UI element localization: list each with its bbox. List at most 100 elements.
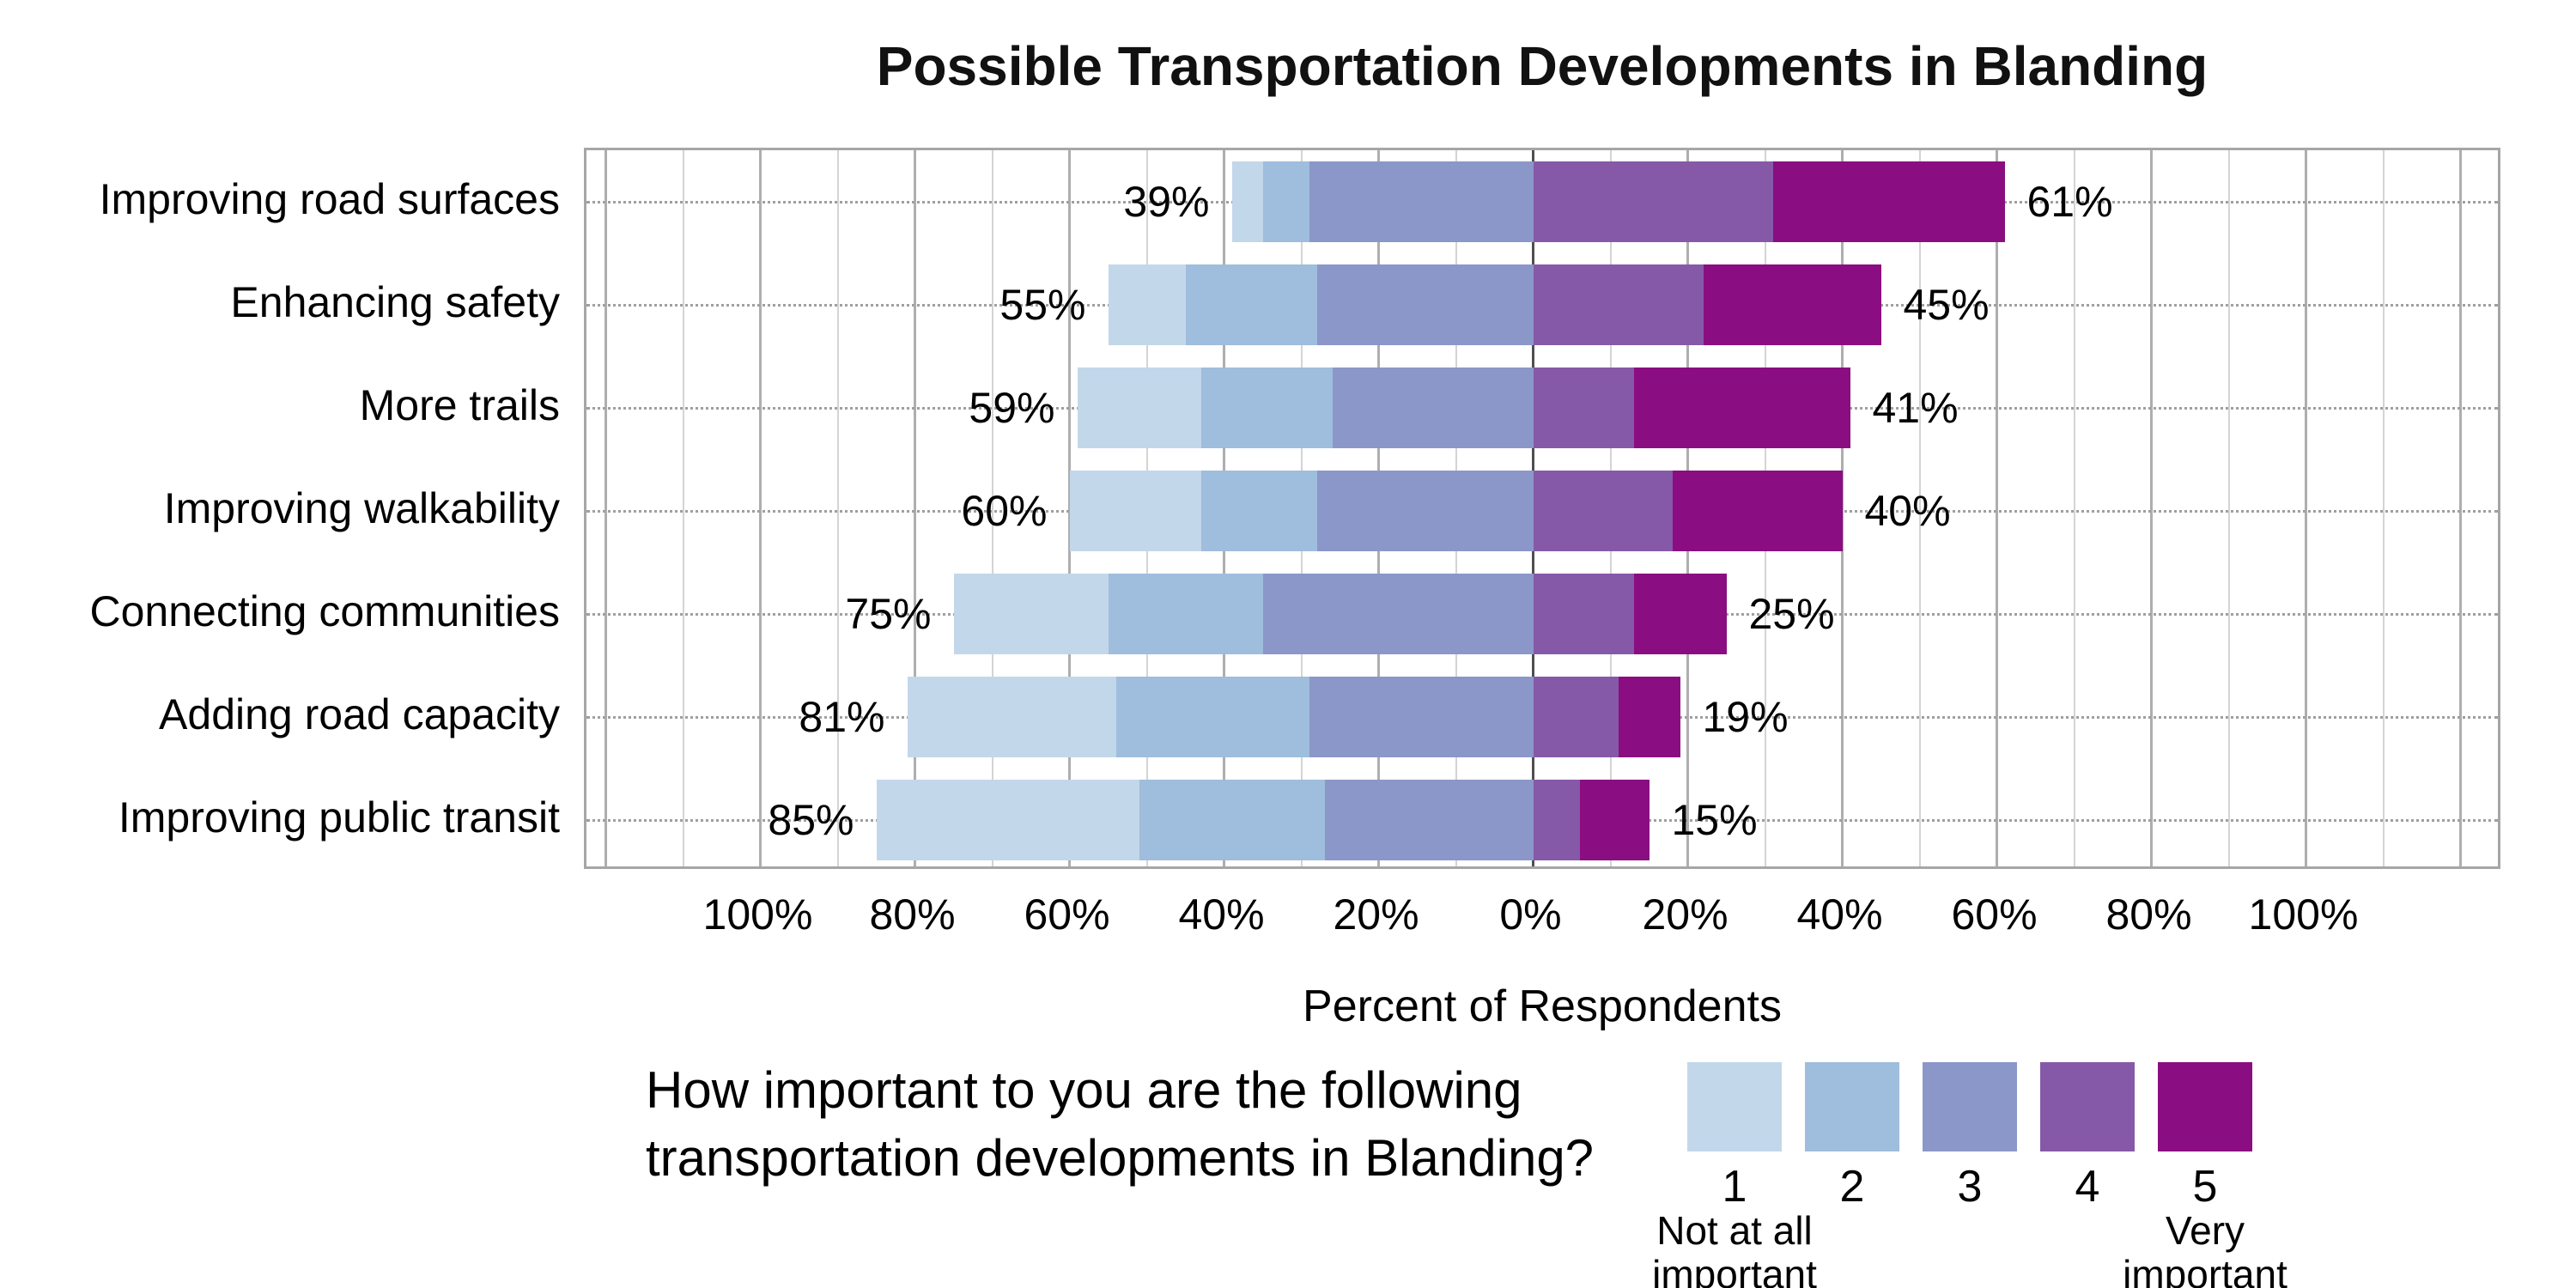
bar-segment-rating-4 bbox=[1533, 780, 1580, 860]
bar-segment-rating-5 bbox=[1579, 780, 1649, 860]
x-tick-label: 60% bbox=[1024, 890, 1110, 939]
category-label: Connecting communities bbox=[89, 587, 561, 635]
x-tick-label: 80% bbox=[2105, 890, 2192, 939]
gridline bbox=[1918, 150, 1921, 866]
gridline bbox=[1996, 150, 1998, 866]
legend-swatch-1 bbox=[1687, 1062, 1782, 1151]
chart-title: Possible Transportation Developments in … bbox=[876, 35, 2208, 97]
left-total-label: 85% bbox=[768, 796, 854, 844]
bar-segment-rating-3 bbox=[1332, 368, 1534, 448]
bar-segment-rating-5 bbox=[1633, 368, 1850, 448]
bar-segment-rating-3 bbox=[1309, 677, 1534, 757]
gridline bbox=[914, 150, 916, 866]
legend-number-5: 5 bbox=[2192, 1162, 2218, 1212]
bar-segment-rating-4 bbox=[1533, 677, 1619, 757]
legend-max-label: Very important bbox=[2123, 1209, 2287, 1288]
legend-min-label-line: important bbox=[1652, 1251, 1817, 1288]
category-label: More trails bbox=[359, 381, 560, 429]
legend-number-2: 2 bbox=[1839, 1162, 1865, 1212]
category-label: Improving public transit bbox=[118, 793, 560, 841]
bar-segment-rating-1 bbox=[876, 780, 1139, 860]
bar-segment-rating-5 bbox=[1772, 161, 2005, 242]
bar-segment-rating-3 bbox=[1262, 574, 1534, 654]
x-tick-label: 100% bbox=[702, 890, 813, 939]
bar-segment-rating-3 bbox=[1309, 161, 1534, 242]
bar-segment-rating-2 bbox=[1139, 780, 1325, 860]
plot-area: 39% 61% 55% 45% 59% 41% 60% 40% 75% 25% 81% 19% 85% 1… bbox=[584, 148, 2500, 869]
gridline bbox=[2150, 150, 2153, 866]
x-tick-label: 40% bbox=[1796, 890, 1883, 939]
right-total-label: 19% bbox=[1702, 693, 1789, 741]
bar-segment-rating-3 bbox=[1316, 471, 1534, 551]
survey-question-line2: transportation developments in Blanding? bbox=[646, 1129, 1595, 1188]
category-label: Enhancing safety bbox=[230, 278, 560, 326]
legend-number-4: 4 bbox=[2075, 1162, 2100, 1212]
left-total-label: 81% bbox=[799, 693, 885, 741]
survey-question-line1: How important to you are the following bbox=[646, 1061, 1522, 1119]
gridline bbox=[2073, 150, 2075, 866]
bar-segment-rating-5 bbox=[1672, 471, 1843, 551]
right-total-label: 25% bbox=[1748, 590, 1835, 638]
bar-segment-rating-4 bbox=[1533, 368, 1634, 448]
gridline bbox=[759, 150, 762, 866]
bar-segment-rating-5 bbox=[1618, 677, 1680, 757]
bar-segment-rating-1 bbox=[1077, 368, 1201, 448]
bar-segment-rating-2 bbox=[1115, 677, 1309, 757]
x-tick-label: 20% bbox=[1333, 890, 1419, 939]
bar-segment-rating-2 bbox=[1108, 574, 1263, 654]
bar-segment-rating-5 bbox=[1633, 574, 1727, 654]
legend-max-label-line: important bbox=[2123, 1251, 2287, 1288]
bar-segment-rating-1 bbox=[1069, 471, 1201, 551]
gridline bbox=[836, 150, 839, 866]
bar-segment-rating-4 bbox=[1533, 161, 1773, 242]
bar-segment-rating-1 bbox=[1231, 161, 1263, 242]
gridline bbox=[2227, 150, 2230, 866]
left-total-label: 60% bbox=[961, 487, 1048, 535]
bar-segment-rating-2 bbox=[1200, 368, 1333, 448]
gridline bbox=[682, 150, 684, 866]
gridline bbox=[2305, 150, 2307, 866]
right-total-label: 15% bbox=[1671, 796, 1758, 844]
legend-number-3: 3 bbox=[1957, 1162, 1983, 1212]
left-total-label: 39% bbox=[1123, 178, 1210, 226]
bar-segment-rating-2 bbox=[1262, 161, 1309, 242]
x-tick-label: 0% bbox=[1499, 890, 1562, 939]
left-total-label: 59% bbox=[969, 384, 1055, 432]
bar-segment-rating-2 bbox=[1200, 471, 1317, 551]
category-label: Improving road surfaces bbox=[99, 175, 560, 223]
x-tick-label: 20% bbox=[1642, 890, 1728, 939]
right-total-label: 45% bbox=[1903, 281, 1990, 329]
category-label: Adding road capacity bbox=[159, 690, 560, 738]
survey-question: How important to you are the following t… bbox=[646, 1056, 1594, 1192]
bar-segment-rating-1 bbox=[953, 574, 1109, 654]
x-tick-label: 80% bbox=[869, 890, 956, 939]
legend-min-label: Not at all important bbox=[1652, 1209, 1817, 1288]
left-total-label: 55% bbox=[999, 281, 1086, 329]
x-tick-label: 40% bbox=[1178, 890, 1265, 939]
category-label: Improving walkability bbox=[163, 484, 560, 532]
gridline bbox=[2382, 150, 2385, 866]
legend-number-1: 1 bbox=[1722, 1162, 1747, 1212]
gridline bbox=[991, 150, 993, 866]
bar-segment-rating-2 bbox=[1185, 264, 1317, 345]
right-total-label: 41% bbox=[1872, 384, 1959, 432]
gridline bbox=[605, 150, 607, 866]
legend-swatch-5 bbox=[2158, 1062, 2252, 1151]
bar-segment-rating-3 bbox=[1316, 264, 1534, 345]
right-total-label: 61% bbox=[2026, 178, 2113, 226]
bar-segment-rating-1 bbox=[907, 677, 1116, 757]
x-axis-label: Percent of Respondents bbox=[1303, 981, 1782, 1031]
legend-min-label-line: Not at all bbox=[1656, 1208, 1813, 1253]
x-tick-label: 60% bbox=[1951, 890, 2038, 939]
bar-segment-rating-4 bbox=[1533, 264, 1704, 345]
legend-swatch-3 bbox=[1923, 1062, 2017, 1151]
legend-max-label-line: Very bbox=[2165, 1208, 2245, 1253]
bar-segment-rating-4 bbox=[1533, 574, 1634, 654]
legend-swatch-2 bbox=[1805, 1062, 1899, 1151]
gridline bbox=[1841, 150, 1844, 866]
bar-segment-rating-4 bbox=[1533, 471, 1673, 551]
bar-segment-rating-5 bbox=[1703, 264, 1881, 345]
x-tick-label: 100% bbox=[2248, 890, 2359, 939]
right-total-label: 40% bbox=[1864, 487, 1951, 535]
